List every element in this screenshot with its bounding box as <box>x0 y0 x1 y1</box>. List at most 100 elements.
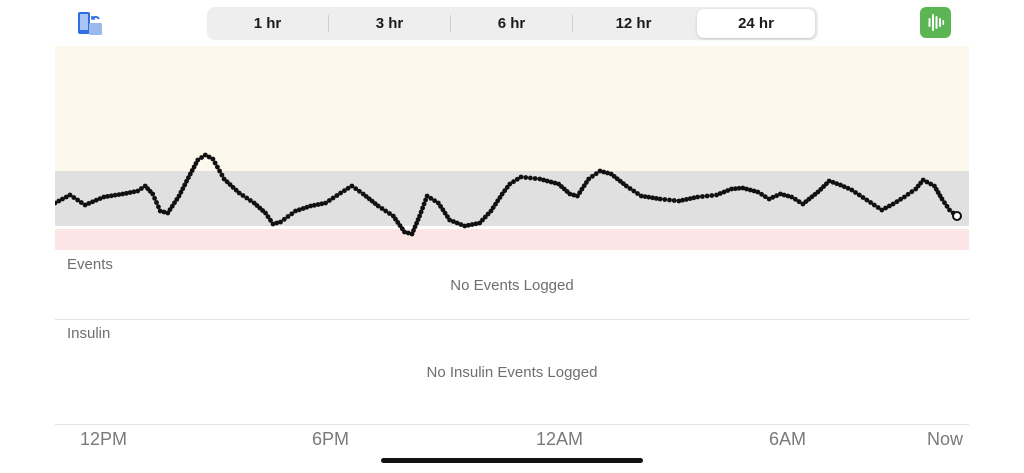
glucose-chart <box>55 46 969 250</box>
glucose-point <box>548 179 554 185</box>
glucose-point <box>646 194 652 200</box>
glucose-point <box>890 201 896 207</box>
glucose-point <box>523 175 529 180</box>
glucose-point <box>349 183 355 189</box>
glucose-point <box>638 193 644 199</box>
glucose-point <box>879 207 885 213</box>
glucose-point <box>165 210 171 216</box>
glucose-point <box>169 203 175 209</box>
tab-3hr[interactable]: 3 hr <box>375 15 404 32</box>
low-range-zone <box>55 229 969 250</box>
glucose-point <box>206 154 212 160</box>
glucose-point <box>342 188 347 194</box>
glucose-point <box>412 224 418 230</box>
glucose-point <box>440 207 446 213</box>
glucose-point <box>379 206 385 211</box>
glucose-point <box>860 195 866 200</box>
glucose-point <box>490 205 496 211</box>
glucose-point <box>488 208 494 214</box>
glucose-point <box>868 200 873 205</box>
glucose-point <box>432 198 437 204</box>
glucose-point <box>82 202 88 208</box>
glucose-point <box>357 188 362 194</box>
glucose-point <box>485 211 491 217</box>
glucose-point <box>887 203 892 209</box>
glucose-point <box>161 209 167 215</box>
glucose-point <box>653 196 659 201</box>
glucose-point <box>409 231 415 237</box>
glucose-point <box>289 211 295 217</box>
glucose-point <box>662 197 668 202</box>
glucose-point <box>830 179 836 185</box>
glucose-point <box>751 188 757 194</box>
glucose-point <box>684 197 689 202</box>
waveform-icon <box>928 14 945 31</box>
glucose-point <box>112 192 118 198</box>
glucose-point <box>774 193 779 199</box>
waveform-button[interactable] <box>920 7 951 38</box>
glucose-point <box>584 180 589 185</box>
glucose-point <box>97 196 103 202</box>
glucose-point <box>518 174 524 180</box>
divider <box>55 424 969 425</box>
glucose-point <box>590 173 595 179</box>
glucose-point <box>217 168 223 174</box>
glucose-point <box>233 187 239 193</box>
glucose-point <box>415 217 421 223</box>
glucose-point <box>199 155 205 160</box>
glucose-point <box>691 195 697 201</box>
target-range-zone <box>55 171 969 226</box>
glucose-point <box>495 198 501 204</box>
glucose-point <box>131 189 137 195</box>
glucose-point <box>270 221 276 227</box>
glucose-point <box>552 180 558 186</box>
tab-12hr[interactable]: 12 hr <box>615 15 652 32</box>
glucose-point <box>894 199 900 205</box>
glucose-point <box>473 221 479 227</box>
glucose-point <box>227 182 233 188</box>
glucose-point <box>502 188 508 194</box>
glucose-point <box>172 200 177 206</box>
glucose-point <box>383 208 389 214</box>
glucose-point <box>195 157 201 163</box>
glucose-point <box>154 200 159 205</box>
glucose-point <box>224 179 230 185</box>
glucose-point <box>909 189 915 195</box>
glucose-point <box>442 210 448 216</box>
glucose-point <box>729 186 734 192</box>
glucose-point <box>695 194 701 200</box>
glucose-point <box>740 185 746 191</box>
glucose-point <box>778 191 783 197</box>
divider <box>55 319 969 320</box>
x-tick-label-6pm: 6PM <box>312 429 350 449</box>
glucose-point <box>671 198 677 203</box>
glucose-point <box>755 189 761 195</box>
glucose-point <box>215 164 220 170</box>
glucose-point <box>338 190 343 196</box>
glucose-point <box>281 216 287 222</box>
glucose-point <box>586 176 592 182</box>
glucose-point <box>345 185 351 191</box>
glucose-point <box>189 168 195 173</box>
glucose-point <box>157 208 163 214</box>
glucose-point <box>579 186 585 192</box>
glucose-point <box>428 195 434 201</box>
tab-1hr[interactable]: 1 hr <box>253 15 282 32</box>
glucose-point <box>184 178 189 184</box>
glucose-point <box>581 183 587 189</box>
glucose-point <box>447 217 452 223</box>
glucose-point <box>315 202 321 207</box>
tab-24hr[interactable]: 24 hr <box>697 9 815 38</box>
glucose-point <box>156 204 161 210</box>
tab-6hr[interactable]: 6 hr <box>497 15 526 32</box>
glucose-point <box>575 193 580 199</box>
phone-sync-icon[interactable] <box>76 10 104 38</box>
glucose-point <box>747 187 753 193</box>
glucose-point <box>304 204 310 210</box>
glucose-point <box>898 196 903 202</box>
glucose-point <box>180 186 186 192</box>
glucose-point <box>826 178 832 184</box>
glucose-point <box>176 193 182 199</box>
glucose-point <box>785 193 791 199</box>
glucose-point <box>120 191 125 197</box>
